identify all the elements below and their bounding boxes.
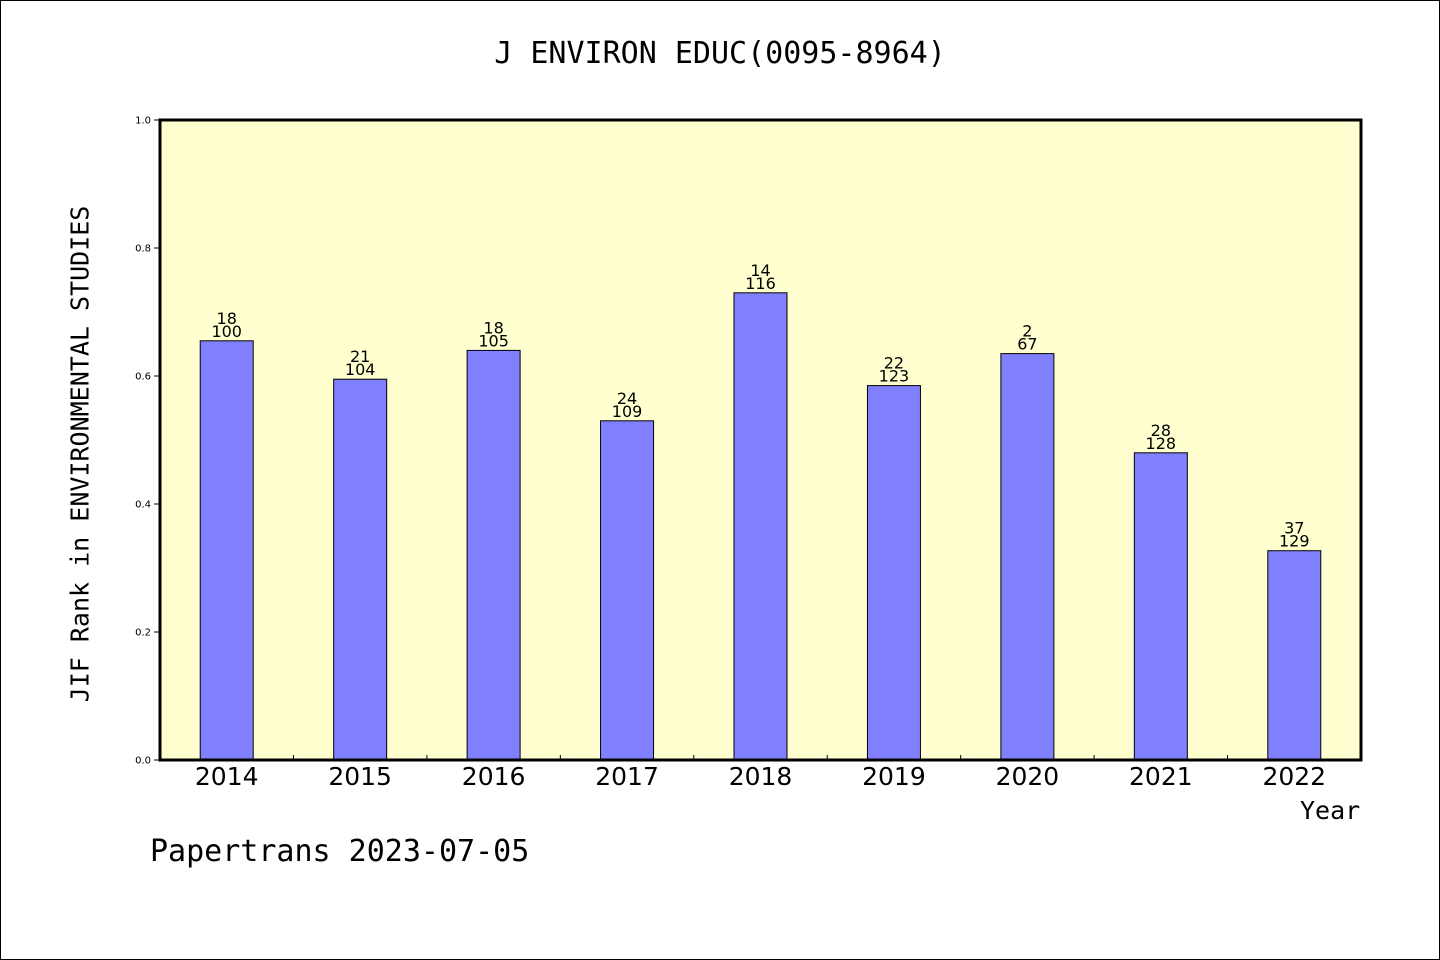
bar-rank-label: 18 [483,318,503,337]
bar-total-label: 128 [1146,434,1177,453]
x-axis-label: Year [1300,796,1361,825]
bar-total-label: 109 [612,402,643,421]
bar-total-label: 123 [879,367,910,386]
bar-2015 [333,378,388,761]
y-tick-label: 0.6 [135,372,151,383]
bar-total-label: 104 [345,360,376,379]
x-tick-label: 2019 [862,762,926,791]
bar-total-label: 105 [478,331,509,350]
y-tick-label: 0.0 [135,756,151,767]
x-tick-label: 2017 [595,762,659,791]
y-tick-label: 0.2 [135,628,151,639]
x-tick-label: 2015 [328,762,392,791]
bar-rank-label: 21 [350,347,370,366]
x-tick-label: 2014 [195,762,259,791]
x-tick-label: 2021 [1129,762,1193,791]
plot-border [158,118,1363,762]
bar-2016 [466,349,521,761]
bar-total-label: 129 [1279,532,1310,551]
bar-rank-label: 24 [617,389,637,408]
bar-total-label: 100 [211,322,242,341]
bar-rank-label: 22 [884,354,904,373]
x-tick-label: 2022 [1262,762,1326,791]
bar-rank-label: 28 [1151,421,1171,440]
bar-2019 [866,385,921,761]
bar-rank-label: 14 [750,261,770,280]
y-tick-label: 0.4 [135,500,151,511]
bar-rank-label: 18 [217,309,237,328]
x-tick-label: 2016 [462,762,526,791]
bar-2018 [733,292,788,761]
footer-credit: Papertrans 2023-07-05 [150,834,530,869]
bar-2014 [199,340,254,761]
bar-rank-label: 2 [1022,322,1032,341]
bar-total-label: 67 [1017,335,1037,354]
y-tick-label: 1.0 [135,116,151,127]
bar-rank-label: 37 [1284,519,1304,538]
x-tick-label: 2020 [996,762,1060,791]
bar-2017 [600,420,655,761]
bar-2022 [1267,550,1322,761]
x-tick-label: 2018 [729,762,793,791]
chart-title: J ENVIRON EDUC(0095-8964) [494,36,946,71]
bar-2021 [1133,452,1188,761]
bar-2020 [1000,353,1055,761]
y-tick-label: 0.8 [135,244,151,255]
bar-total-label: 116 [745,274,776,293]
